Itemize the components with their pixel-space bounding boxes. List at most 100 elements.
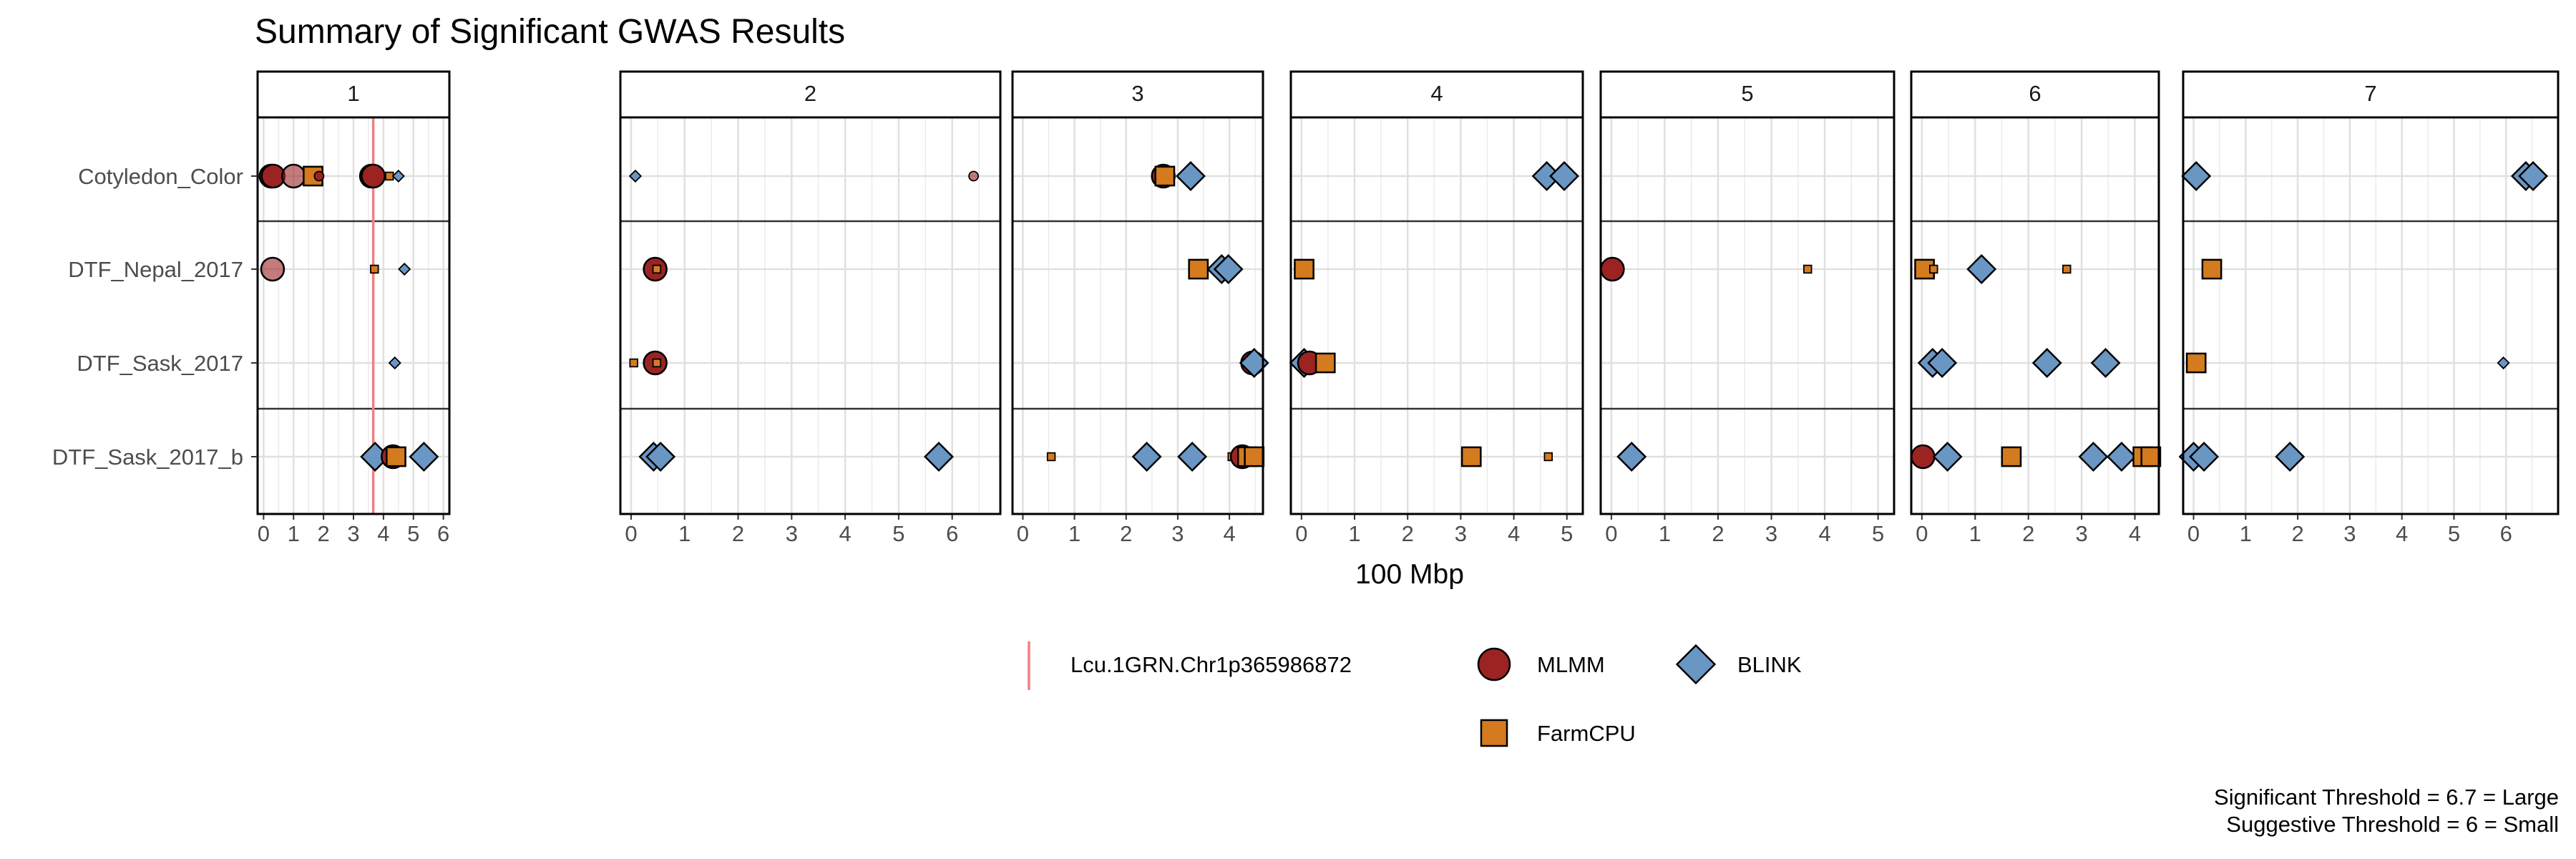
strip-chr-1 [256, 70, 451, 119]
point-farmcpu [2185, 352, 2207, 374]
panel-chr-2: 2 0 1 2 3 4 5 6 [619, 70, 1002, 546]
x-tick-label: 0 [2187, 521, 2200, 546]
panel-chr-5: 5 0 1 2 3 4 5 [1599, 70, 1896, 546]
row-label: Cotyledon_Color [78, 164, 243, 189]
legend-key-blink [1675, 644, 1717, 685]
caption-line: Significant Threshold = 6.7 = Large [2214, 785, 2559, 810]
panel-border [1910, 116, 2160, 515]
strip-label: 1 [347, 81, 359, 106]
point-mlmm [260, 163, 286, 189]
point-blink [2189, 442, 2220, 472]
x-tick-label: 0 [1017, 521, 1029, 546]
x-tick-label: 3 [347, 521, 359, 546]
point-farmcpu [1244, 446, 1265, 467]
point-farmcpu [652, 264, 662, 274]
x-tick-label: 3 [1171, 521, 1184, 546]
strip-chr-4 [1289, 70, 1584, 119]
x-tick-label: 5 [407, 521, 419, 546]
strip-chr-6 [1910, 70, 2160, 119]
point-farmcpu [629, 358, 638, 368]
point-blink [2275, 442, 2306, 472]
point-mlmm [1600, 256, 1625, 282]
legend-label: BLINK [1737, 652, 1802, 677]
x-tick-label: 6 [2500, 521, 2512, 546]
panel-border [619, 116, 1002, 515]
panel-border [2182, 116, 2560, 515]
point-mlmm [281, 163, 306, 189]
point-blink [2106, 442, 2137, 472]
point-mlmm [1911, 444, 1936, 470]
strip-label: 3 [1131, 81, 1143, 106]
x-tick-label: 4 [1818, 521, 1830, 546]
point-blink [1966, 254, 1997, 284]
strip-label: 4 [1430, 81, 1443, 106]
point-blink [2181, 161, 2212, 191]
point-blink [388, 356, 401, 370]
point-blink [1177, 442, 1208, 472]
point-farmcpu [652, 358, 662, 368]
point-farmcpu [386, 446, 406, 467]
x-tick-label: 3 [786, 521, 798, 546]
x-tick-label: 3 [1455, 521, 1467, 546]
point-farmcpu [1294, 258, 1314, 280]
x-tick-label: 3 [2075, 521, 2087, 546]
x-tick-label: 2 [732, 521, 744, 546]
x-tick-label: 4 [2396, 521, 2408, 546]
strip-chr-3 [1011, 70, 1264, 119]
panel-background [1291, 117, 1583, 514]
legend-item-mlmm: MLMM [1477, 647, 1605, 681]
point-mlmm [313, 170, 325, 182]
x-tick-label: 4 [1223, 521, 1235, 546]
row-labels: Cotyledon_Color DTF_Nepal_2017 DTF_Sask_20… [52, 164, 258, 470]
x-tick-label: 4 [377, 521, 389, 546]
x-tick-label: 1 [2240, 521, 2252, 546]
x-axis-title: 100 Mbp [1355, 559, 1464, 590]
x-tick-label: 5 [2448, 521, 2460, 546]
point-blink [2078, 442, 2109, 472]
legend-key-farmcpu [1480, 719, 1508, 747]
x-tick-label: 5 [892, 521, 904, 546]
x-tick-label: 0 [625, 521, 637, 546]
x-tick-label: 1 [1969, 521, 1981, 546]
point-mlmm [361, 163, 386, 189]
point-blink [1549, 161, 1580, 191]
x-tick-label: 4 [1508, 521, 1520, 546]
point-farmcpu [1929, 264, 1938, 274]
panel-border [1599, 116, 1896, 515]
legend-label: FarmCPU [1537, 721, 1636, 746]
x-tick-label: 1 [1659, 521, 1671, 546]
point-blink [1213, 254, 1244, 284]
legend-item-farmcpu: FarmCPU [1480, 719, 1636, 747]
point-blink [2518, 161, 2549, 191]
point-mlmm [968, 170, 980, 182]
panel-border [1289, 116, 1584, 515]
point-blink [2497, 356, 2510, 370]
legend-label: Lcu.1GRN.Chr1p365986872 [1070, 652, 1352, 677]
threshold-caption: Significant Threshold = 6.7 = LargeSugge… [2214, 785, 2559, 837]
point-farmcpu [1314, 352, 1336, 374]
x-tick-label: 1 [288, 521, 300, 546]
x-tick-label: 0 [1295, 521, 1307, 546]
point-blink [2031, 348, 2062, 378]
caption-line: Suggestive Threshold = 6 = Small [2226, 812, 2559, 837]
strip-label: 2 [804, 81, 816, 106]
panel-background [1601, 117, 1894, 514]
x-tick-label: 4 [839, 521, 851, 546]
x-tick-label: 0 [258, 521, 270, 546]
strip-label: 7 [2364, 81, 2376, 106]
strip-chr-5 [1599, 70, 1896, 119]
panel-border [1011, 116, 1264, 515]
strip-chr-2 [619, 70, 1002, 119]
facet-panels: 10 1 2 3 4 5 620 1 2 3 4 5 630 1 2 3 440 1 2 3 4 550 1 2 3 4 560 1 2… [256, 70, 2560, 546]
point-farmcpu [2062, 264, 2072, 274]
point-blink [1932, 442, 1963, 472]
panel-background [1013, 117, 1263, 514]
legend-item-blink: BLINK [1675, 644, 1802, 685]
x-tick-label: 6 [946, 521, 958, 546]
point-blink [1131, 442, 1162, 472]
x-tick-label: 1 [678, 521, 691, 546]
strip-label: 6 [2029, 81, 2041, 106]
point-blink [409, 442, 439, 472]
x-tick-label: 2 [2291, 521, 2303, 546]
